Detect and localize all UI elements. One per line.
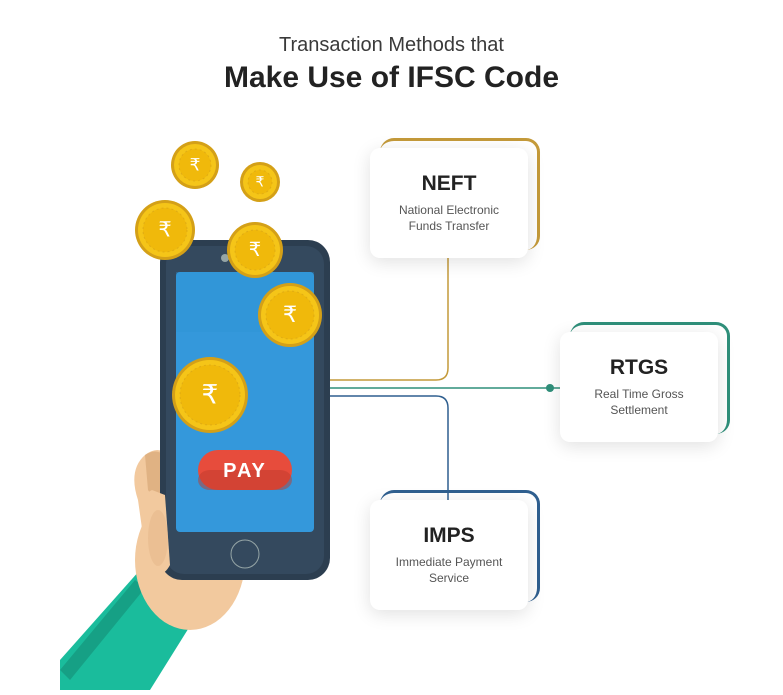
method-name: Real Time Gross Settlement — [572, 386, 706, 418]
svg-text:PAY: PAY — [223, 460, 267, 482]
method-name: National Electronic Funds Transfer — [382, 202, 516, 234]
phone-illustration: PAY₹₹₹₹₹₹ — [90, 170, 350, 620]
svg-text:₹: ₹ — [202, 379, 219, 409]
method-code: IMPS — [423, 524, 474, 548]
heading: Transaction Methods that Make Use of IFS… — [0, 0, 783, 95]
subtitle: Transaction Methods that — [0, 34, 783, 57]
method-code: NEFT — [422, 172, 477, 196]
svg-text:₹: ₹ — [249, 239, 261, 261]
method-name: Immediate Payment Service — [382, 554, 516, 586]
method-card-imps: IMPS Immediate Payment Service — [370, 500, 528, 610]
title: Make Use of IFSC Code — [0, 61, 783, 95]
method-card-neft: NEFT National Electronic Funds Transfer — [370, 148, 528, 258]
svg-text:₹: ₹ — [283, 302, 297, 327]
svg-text:₹: ₹ — [256, 173, 265, 189]
svg-text:₹: ₹ — [158, 219, 171, 242]
method-card-rtgs: RTGS Real Time Gross Settlement — [560, 332, 718, 442]
svg-text:₹: ₹ — [190, 155, 201, 174]
method-code: RTGS — [610, 356, 668, 380]
